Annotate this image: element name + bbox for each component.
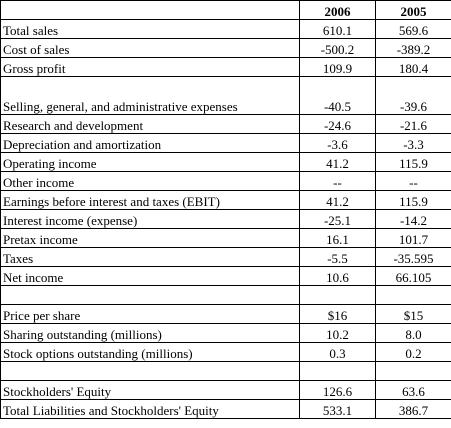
value-2005: 8.0	[375, 323, 451, 343]
table-row: Gross profit 109.9 180.4	[0, 57, 451, 77]
value-2006: -25.1	[299, 209, 376, 229]
value-2006: -5.5	[299, 247, 376, 267]
value-2006	[299, 285, 376, 305]
value-2006: 16.1	[299, 228, 376, 248]
table-row: Total sales 610.1 569.6	[0, 19, 451, 39]
row-label: Net income	[0, 266, 300, 286]
spacer-row	[0, 361, 451, 381]
value-2005: -21.6	[375, 114, 451, 134]
value-2006: 10.2	[299, 323, 376, 343]
value-2005: 115.9	[375, 152, 451, 172]
value-2006: 10.6	[299, 266, 376, 286]
row-label: Earnings before interest and taxes (EBIT…	[0, 190, 300, 210]
row-label: Taxes	[0, 247, 300, 267]
row-label: Pretax income	[0, 228, 300, 248]
table-row: Sharing outstanding (millions) 10.2 8.0	[0, 323, 451, 343]
row-label: Sharing outstanding (millions)	[0, 323, 300, 343]
table-row: Selling, general, and administrative exp…	[0, 76, 451, 115]
value-2005: -35.595	[375, 247, 451, 267]
header-label-cell	[0, 0, 300, 20]
row-label: Price per share	[0, 304, 300, 324]
value-2005: -39.6	[375, 76, 451, 115]
row-label: Depreciation and amortization	[0, 133, 300, 153]
table-row: Earnings before interest and taxes (EBIT…	[0, 190, 451, 210]
value-2006: 533.1	[299, 399, 376, 419]
table-row: Cost of sales -500.2 -389.2	[0, 38, 451, 58]
value-2006: 41.2	[299, 152, 376, 172]
value-2006: 610.1	[299, 19, 376, 39]
row-label: Stock options outstanding (millions)	[0, 342, 300, 362]
value-2005: $15	[375, 304, 451, 324]
table-row: Interest income (expense) -25.1 -14.2	[0, 209, 451, 229]
header-row: 2006 2005	[0, 0, 451, 20]
header-year-2006: 2006	[299, 0, 376, 20]
value-2006: -3.6	[299, 133, 376, 153]
row-label: Cost of sales	[0, 38, 300, 58]
value-2005: 569.6	[375, 19, 451, 39]
value-2006: -40.5	[299, 76, 376, 115]
value-2005: 66.105	[375, 266, 451, 286]
value-2006: 109.9	[299, 57, 376, 77]
table-row: Net income 10.6 66.105	[0, 266, 451, 286]
table-row: Depreciation and amortization -3.6 -3.3	[0, 133, 451, 153]
table-row: Stockholders' Equity 126.6 63.6	[0, 380, 451, 400]
table-row: Pretax income 16.1 101.7	[0, 228, 451, 248]
table-row: Other income -- --	[0, 171, 451, 191]
row-label	[0, 285, 300, 305]
table-row: Research and development -24.6 -21.6	[0, 114, 451, 134]
value-2006: 0.3	[299, 342, 376, 362]
table-row: Operating income 41.2 115.9	[0, 152, 451, 172]
value-2006	[299, 361, 376, 381]
value-2005: 101.7	[375, 228, 451, 248]
row-label: Operating income	[0, 152, 300, 172]
spacer-row	[0, 285, 451, 305]
value-2006: --	[299, 171, 376, 191]
financial-statement-table: 2006 2005 Total sales 610.1 569.6 Cost o…	[0, 0, 451, 419]
value-2006: -500.2	[299, 38, 376, 58]
value-2005: -389.2	[375, 38, 451, 58]
value-2005: 115.9	[375, 190, 451, 210]
table-row: Stock options outstanding (millions) 0.3…	[0, 342, 451, 362]
value-2006: 126.6	[299, 380, 376, 400]
value-2005: --	[375, 171, 451, 191]
value-2006: $16	[299, 304, 376, 324]
row-label: Stockholders' Equity	[0, 380, 300, 400]
value-2006: -24.6	[299, 114, 376, 134]
row-label: Selling, general, and administrative exp…	[0, 76, 300, 115]
value-2005: 63.6	[375, 380, 451, 400]
row-label: Total Liabilities and Stockholders' Equi…	[0, 399, 300, 419]
row-label: Total sales	[0, 19, 300, 39]
value-2005	[375, 361, 451, 381]
header-year-2005: 2005	[375, 0, 451, 20]
row-label: Interest income (expense)	[0, 209, 300, 229]
value-2005: -3.3	[375, 133, 451, 153]
value-2005: 180.4	[375, 57, 451, 77]
table-row: Price per share $16 $15	[0, 304, 451, 324]
value-2006: 41.2	[299, 190, 376, 210]
table-row: Taxes -5.5 -35.595	[0, 247, 451, 267]
value-2005: -14.2	[375, 209, 451, 229]
row-label	[0, 361, 300, 381]
row-label: Other income	[0, 171, 300, 191]
value-2005	[375, 285, 451, 305]
table-row: Total Liabilities and Stockholders' Equi…	[0, 399, 451, 419]
row-label: Gross profit	[0, 57, 300, 77]
row-label: Research and development	[0, 114, 300, 134]
value-2005: 386.7	[375, 399, 451, 419]
value-2005: 0.2	[375, 342, 451, 362]
